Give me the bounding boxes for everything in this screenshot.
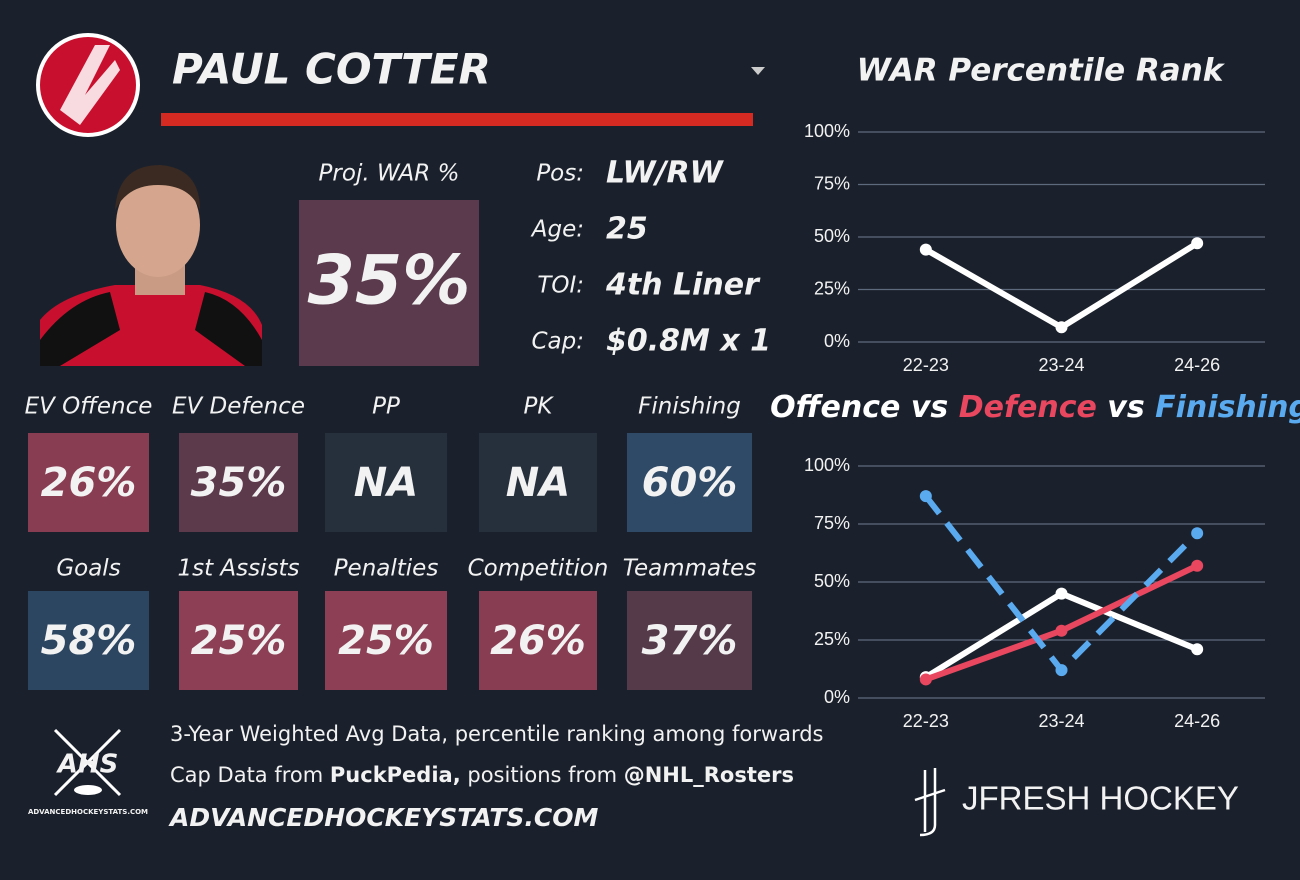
player-name: PAUL COTTER xyxy=(172,45,491,94)
tile-value: 60% xyxy=(642,460,738,506)
field-label: TOI: xyxy=(537,273,584,299)
data-point xyxy=(1055,664,1068,677)
team-logo xyxy=(36,33,140,137)
tile xyxy=(325,433,447,532)
data-point xyxy=(1191,237,1204,250)
x-tick-label: 23-24 xyxy=(1038,355,1084,375)
tile-label: 1st Assists xyxy=(177,556,299,582)
tile xyxy=(479,433,597,532)
footer-line1: 3-Year Weighted Avg Data, percentile ran… xyxy=(170,722,824,746)
tile xyxy=(179,433,298,532)
data-point xyxy=(919,243,932,256)
tile-value: NA xyxy=(354,460,418,506)
tile xyxy=(179,591,298,690)
chart-title: Offence vs Defence vs Finishing xyxy=(770,390,1300,425)
y-tick-label: 50% xyxy=(814,571,850,591)
y-tick-label: 100% xyxy=(804,455,850,475)
x-tick-label: 24-26 xyxy=(1174,711,1220,731)
x-tick-label: 22-23 xyxy=(903,711,949,731)
tile xyxy=(479,591,597,690)
title-part: Offence xyxy=(770,390,900,425)
field-value: $0.8M x 1 xyxy=(606,324,771,359)
website: ADVANCEDHOCKEYSTATS.COM xyxy=(168,803,599,832)
data-point xyxy=(1055,624,1068,637)
field-value: 25 xyxy=(606,212,648,247)
tile-label: Penalties xyxy=(334,556,439,582)
field-label: Pos: xyxy=(536,161,584,187)
chart-title: WAR Percentile Rank xyxy=(857,53,1226,89)
tile-value: 37% xyxy=(642,618,738,664)
tile-value: 25% xyxy=(338,618,434,664)
footer-line2: Cap Data from PuckPedia, positions from … xyxy=(170,763,794,787)
x-tick-label: 23-24 xyxy=(1038,711,1084,731)
tile xyxy=(325,591,447,690)
dropdown-toggle[interactable] xyxy=(751,67,765,75)
data-point xyxy=(1055,321,1068,334)
title-part: Finishing xyxy=(1155,390,1300,425)
y-tick-label: 0% xyxy=(824,331,850,351)
jfresh-logo xyxy=(914,768,946,837)
footer-source: @NHL_Rosters xyxy=(624,763,794,787)
y-tick-label: 25% xyxy=(814,629,850,649)
tile xyxy=(28,433,149,532)
tile xyxy=(627,433,752,532)
tile-label: Teammates xyxy=(623,556,757,582)
field-value: 4th Liner xyxy=(605,268,761,303)
data-point xyxy=(1191,643,1204,656)
name-underline xyxy=(161,113,753,126)
footer-source: PuckPedia, xyxy=(330,763,461,787)
tile-label: Goals xyxy=(56,556,120,582)
field-label: Cap: xyxy=(531,329,584,355)
series-line xyxy=(924,240,1199,331)
tile-label: PK xyxy=(524,394,555,420)
y-tick-label: 50% xyxy=(814,226,850,246)
tile-value: 26% xyxy=(490,618,586,664)
proj-war-value: 35% xyxy=(308,242,471,321)
tile-value: 25% xyxy=(191,618,287,664)
y-tick-label: 25% xyxy=(814,278,850,298)
tile-label: Finishing xyxy=(638,394,741,420)
ahs-logo-text: AHS xyxy=(56,750,119,780)
tile xyxy=(28,591,149,690)
x-tick-label: 24-26 xyxy=(1174,355,1220,375)
y-tick-label: 100% xyxy=(804,121,850,141)
brand: JFRESH HOCKEY xyxy=(962,780,1239,817)
data-point xyxy=(919,673,932,686)
title-part: vs xyxy=(1097,390,1155,425)
y-tick-label: 0% xyxy=(824,687,850,707)
title-part: Defence xyxy=(959,390,1097,425)
tile-value: 58% xyxy=(41,618,137,664)
tile-value: 35% xyxy=(191,460,287,506)
ahs-caption: ADVANCEDHOCKEYSTATS.COM xyxy=(28,808,148,816)
data-point xyxy=(919,490,932,503)
series-line xyxy=(924,563,1199,683)
tile-value: NA xyxy=(506,460,570,506)
field-label: Age: xyxy=(530,217,584,243)
field-value: LW/RW xyxy=(606,156,725,191)
title-part: vs xyxy=(900,390,958,425)
player-photo xyxy=(40,165,262,366)
data-point xyxy=(1055,587,1068,600)
footer-text: Cap Data from xyxy=(170,763,330,787)
x-tick-label: 22-23 xyxy=(903,355,949,375)
data-point xyxy=(1191,527,1204,540)
tile-label: Competition xyxy=(468,556,609,582)
tile xyxy=(627,591,752,690)
y-tick-label: 75% xyxy=(814,173,850,193)
tile-label: PP xyxy=(372,394,400,420)
footer-text: positions from xyxy=(461,763,624,787)
tile-label: EV Defence xyxy=(172,394,305,420)
proj-war-box xyxy=(299,200,479,366)
ahs-logo xyxy=(53,728,122,797)
y-tick-label: 75% xyxy=(814,513,850,533)
data-point xyxy=(1191,559,1204,572)
tile-value: 26% xyxy=(41,460,137,506)
proj-war-label: Proj. WAR % xyxy=(319,161,460,187)
tile-label: EV Offence xyxy=(25,394,153,420)
